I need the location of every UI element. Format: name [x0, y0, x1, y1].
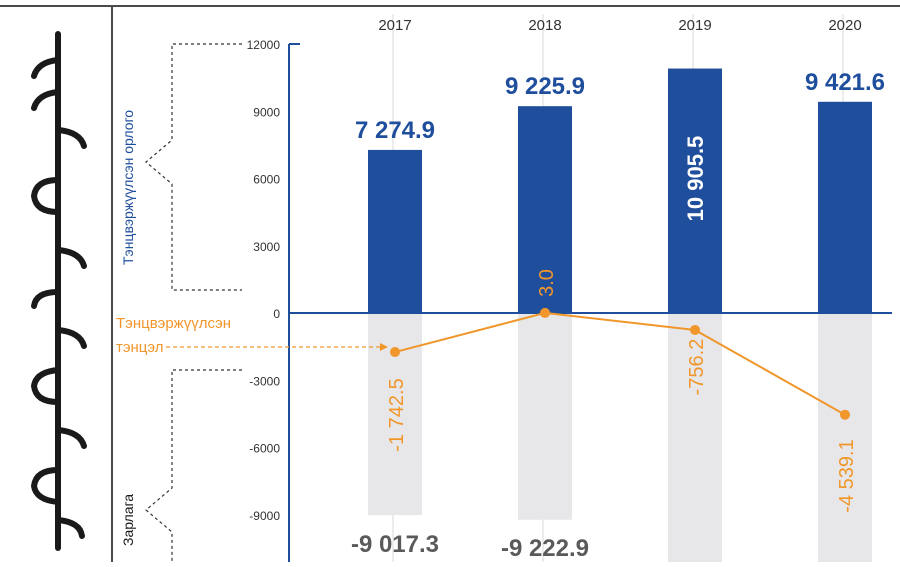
category-label: 2020: [828, 17, 861, 34]
legend-braces: [145, 43, 242, 562]
expense-brace: [145, 369, 242, 562]
legend-expense-label: Зарлага: [120, 494, 136, 546]
balance-value-label: -1 742.5: [386, 378, 408, 451]
y-tick-label: -9000: [249, 509, 280, 523]
balance-value-label: -4 539.1: [836, 439, 858, 512]
legend-balance-pointer-arrow: [380, 343, 388, 351]
y-tick-label: 6000: [253, 173, 280, 187]
income-value-label: 7 274.9: [355, 117, 435, 144]
balance-value-label: -756.2: [686, 339, 708, 396]
income-value-label: 9 225.9: [505, 73, 585, 100]
mongolian-script-artwork: [31, 31, 87, 551]
income-brace: [145, 43, 242, 291]
balance-point: [390, 347, 400, 358]
balance-point: [690, 324, 700, 335]
legend-balance-label-line2: тэнцэл: [116, 339, 163, 356]
expense-bar: [818, 313, 872, 562]
income-value-label: 9 421.6: [805, 69, 885, 96]
balance-value-label: 3.0: [536, 269, 558, 297]
income-bar: [818, 101, 872, 313]
y-tick-label: -6000: [249, 442, 280, 456]
legend-balance-label-line1: Тэнцвэржүүлсэн: [116, 315, 231, 332]
balance-point: [540, 307, 550, 318]
category-label: 2019: [678, 17, 711, 34]
category-label: 2017: [378, 17, 411, 34]
balance-point: [840, 409, 850, 420]
y-tick-label: 12000: [247, 38, 281, 52]
income-bar: [668, 68, 722, 314]
income-bar: [518, 106, 572, 314]
data-labels: 7 274.9 9 225.9 10 905.5 9 421.6 -9 017.3 -9 …: [351, 69, 885, 562]
y-tick-label: 9000: [253, 105, 280, 119]
balance-line-path: [394, 311, 846, 416]
y-tick-label: 3000: [253, 240, 280, 254]
axes: 2017 2018 2019 2020 12000 9000 6000 3000 0 -3000 -…: [247, 17, 892, 562]
balance-line: [390, 307, 850, 420]
expense-value-label: -9 017.3: [351, 531, 439, 558]
category-label: 2018: [528, 17, 561, 34]
income-bar: [368, 149, 422, 313]
y-tick-label: 0: [273, 307, 280, 321]
expense-bar: [668, 313, 722, 562]
expense-bar: [518, 313, 572, 520]
expense-value-label: -9 222.9: [501, 535, 589, 562]
y-tick-label: -3000: [249, 374, 280, 388]
legend-income-label: Тэнцвэржүүлсэн орлого: [120, 110, 136, 265]
income-value-label: 10 905.5: [683, 136, 708, 222]
bars: [368, 68, 872, 562]
